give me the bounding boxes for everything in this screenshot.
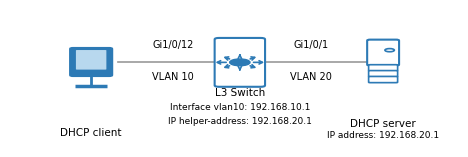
Text: DHCP server: DHCP server <box>350 119 416 129</box>
Text: Interface vlan10: 192.168.10.1: Interface vlan10: 192.168.10.1 <box>170 103 310 112</box>
Circle shape <box>230 59 250 66</box>
Text: VLAN 10: VLAN 10 <box>153 72 194 82</box>
FancyBboxPatch shape <box>369 65 398 71</box>
FancyBboxPatch shape <box>369 71 398 77</box>
Text: VLAN 20: VLAN 20 <box>290 72 332 82</box>
Text: DHCP client: DHCP client <box>60 128 122 138</box>
Text: Gi1/0/12: Gi1/0/12 <box>153 40 194 50</box>
FancyBboxPatch shape <box>215 38 265 87</box>
FancyBboxPatch shape <box>369 76 398 83</box>
FancyBboxPatch shape <box>70 48 112 76</box>
Text: IP address: 192.168.20.1: IP address: 192.168.20.1 <box>327 131 439 140</box>
FancyBboxPatch shape <box>367 40 399 65</box>
Text: L3 Switch: L3 Switch <box>215 88 265 98</box>
FancyBboxPatch shape <box>76 50 106 70</box>
Text: IP helper-address: 192.168.20.1: IP helper-address: 192.168.20.1 <box>168 117 312 126</box>
Text: Gi1/0/1: Gi1/0/1 <box>294 40 329 50</box>
